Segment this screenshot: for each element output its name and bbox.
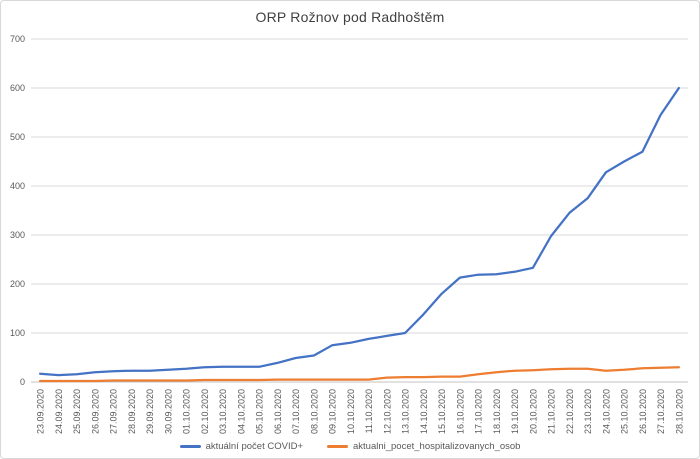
x-tick-label: 30.09.2020: [163, 389, 173, 434]
legend: aktuální počet COVID+ aktualni_pocet_hos…: [1, 441, 699, 452]
plot-area: 0 100 200 300 400 500 600 700 23.09.2020 24.09.20…: [10, 34, 688, 434]
x-tick-label: 17.10.2020: [474, 389, 484, 434]
x-tick-label: 24.09.2020: [54, 389, 64, 434]
x-tick-label: 27.10.2020: [656, 389, 666, 434]
x-tick-label: 05.10.2020: [255, 389, 265, 434]
y-tick-label: 200: [10, 279, 25, 289]
x-tick-label: 08.10.2020: [309, 389, 319, 434]
legend-label-covid: aktuální počet COVID+: [205, 441, 303, 452]
x-tick-label: 21.10.2020: [547, 389, 557, 434]
x-tick-label: 25.10.2020: [620, 389, 630, 434]
x-tick-label: 06.10.2020: [273, 389, 283, 434]
x-tick-label: 12.10.2020: [382, 389, 392, 434]
y-tick-label: 400: [10, 181, 25, 191]
x-tick-label: 01.10.2020: [182, 389, 192, 434]
x-tick-label: 22.10.2020: [565, 389, 575, 434]
line-swatch-hospitalized-icon: [327, 445, 348, 448]
y-tick-label: 0: [20, 377, 25, 387]
x-tick-label: 19.10.2020: [510, 389, 520, 434]
line-swatch-covid-icon: [179, 445, 201, 448]
x-tick-label: 15.10.2020: [437, 389, 447, 434]
x-tick-label: 14.10.2020: [419, 389, 429, 434]
x-tick-label: 28.10.2020: [674, 389, 684, 434]
series-line-covid: [38, 86, 681, 377]
x-tick-label: 10.10.2020: [346, 389, 356, 434]
y-tick-label: 100: [10, 328, 25, 338]
x-tick-label: 27.09.2020: [109, 389, 119, 434]
legend-item-hospitalized: aktualni_pocet_hospitalizovanych_osob: [327, 441, 520, 452]
x-tick-label: 11.10.2020: [364, 389, 374, 433]
x-tick-label: 24.10.2020: [601, 389, 611, 434]
y-tick-label: 500: [10, 132, 25, 142]
x-tick-label: 18.10.2020: [492, 389, 502, 434]
x-tick-label: 16.10.2020: [455, 389, 465, 434]
x-tick-label: 25.09.2020: [72, 389, 82, 434]
x-tick-label: 07.10.2020: [291, 389, 301, 434]
series-line-hospitalized: [38, 366, 681, 383]
y-tick-label: 300: [10, 230, 25, 240]
x-tick-label: 28.09.2020: [127, 389, 137, 434]
x-tick-label: 04.10.2020: [236, 389, 246, 434]
x-tick-label: 26.09.2020: [90, 389, 100, 434]
chart-title: ORP Rožnov pod Radhoštěm: [255, 9, 445, 25]
x-tick-label: 23.09.2020: [36, 389, 46, 434]
x-tick-label: 29.09.2020: [145, 389, 155, 434]
x-tick-label: 13.10.2020: [401, 389, 411, 434]
x-tick-label: 26.10.2020: [638, 389, 648, 434]
y-tick-label: 700: [10, 34, 25, 44]
y-tick-label: 600: [10, 83, 25, 93]
x-tick-label: 09.10.2020: [328, 389, 338, 434]
x-tick-label: 03.10.2020: [218, 389, 228, 434]
x-tick-label: 02.10.2020: [200, 389, 210, 434]
x-tick-label: 20.10.2020: [528, 389, 538, 434]
legend-item-covid: aktuální počet COVID+: [179, 441, 303, 452]
legend-label-hospitalized: aktualni_pocet_hospitalizovanych_osob: [353, 441, 521, 452]
x-tick-label: 23.10.2020: [583, 389, 593, 434]
